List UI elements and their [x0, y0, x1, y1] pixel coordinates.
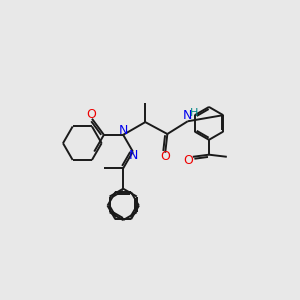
Text: O: O — [160, 150, 170, 164]
Text: N: N — [129, 149, 138, 162]
Text: O: O — [87, 108, 97, 122]
Text: O: O — [183, 154, 193, 167]
Text: N: N — [119, 124, 128, 137]
Text: N: N — [183, 109, 192, 122]
Text: H: H — [190, 108, 198, 118]
